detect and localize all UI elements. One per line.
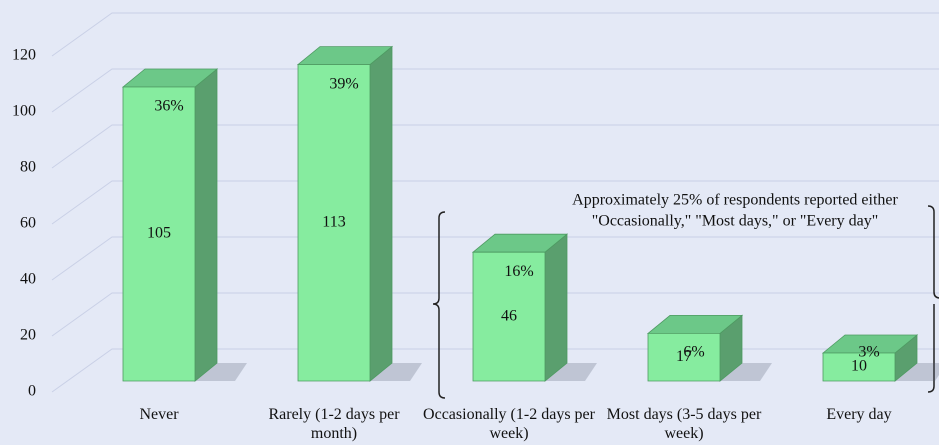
y-tick-label: 0: [28, 383, 36, 400]
bar: [821, 334, 919, 382]
x-tick-label: Rarely (1-2 days per month): [268, 406, 400, 442]
percent-label: 6%: [683, 344, 704, 361]
bar-front: [297, 64, 371, 382]
bar-front: [472, 251, 546, 382]
y-tick-label: 100: [12, 103, 36, 120]
grid-line: [51, 236, 939, 281]
annotation: Approximately 25% of respondents reporte…: [572, 192, 898, 209]
grid-line: [51, 292, 939, 337]
annotation: "Occasionally," "Most days," or "Every d…: [592, 213, 879, 230]
y-tick-label: 80: [20, 159, 36, 176]
x-tick-label: Most days (3-5 days per week): [606, 406, 762, 442]
y-tick-label: 20: [20, 327, 36, 344]
grid-line: [51, 68, 939, 113]
bar-front: [822, 352, 896, 382]
bar-side: [194, 68, 218, 382]
value-label: 17: [676, 348, 692, 365]
bar-side: [544, 233, 568, 382]
percent-label: 3%: [858, 344, 879, 361]
percent-label: 16%: [504, 263, 533, 280]
percent-label: 36%: [154, 98, 183, 115]
bracket-left: [432, 211, 446, 399]
grid-line: [51, 12, 939, 57]
bar-front: [122, 86, 196, 382]
x-tick-label: Every day: [826, 406, 892, 423]
y-tick-label: 40: [20, 271, 36, 288]
bar-side: [369, 45, 393, 382]
bar: [296, 45, 394, 382]
value-label: 46: [501, 307, 517, 324]
bar: [646, 314, 744, 382]
value-label: 10: [851, 358, 867, 375]
grid-line: [51, 124, 939, 169]
x-tick-label: Never: [139, 406, 179, 423]
bar: [121, 68, 219, 382]
bracket-right: [927, 205, 939, 393]
bar: [471, 233, 569, 382]
value-label: 105: [147, 225, 171, 242]
bar-front: [647, 333, 721, 382]
x-tick-label: Occasionally (1-2 days per week): [423, 406, 595, 442]
y-tick-label: 60: [20, 215, 36, 232]
grid-line: [51, 180, 939, 225]
value-label: 113: [322, 213, 345, 230]
percent-label: 39%: [329, 75, 358, 92]
y-tick-label: 120: [12, 47, 36, 64]
